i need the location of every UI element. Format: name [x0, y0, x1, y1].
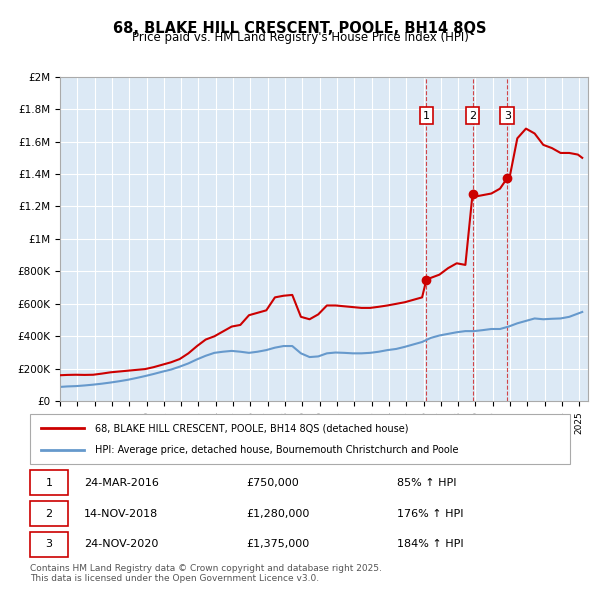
Text: Contains HM Land Registry data © Crown copyright and database right 2025.
This d: Contains HM Land Registry data © Crown c… — [30, 564, 382, 584]
Text: 176% ↑ HPI: 176% ↑ HPI — [397, 509, 464, 519]
Text: HPI: Average price, detached house, Bournemouth Christchurch and Poole: HPI: Average price, detached house, Bour… — [95, 445, 458, 455]
Text: 14-NOV-2018: 14-NOV-2018 — [84, 509, 158, 519]
Text: 2: 2 — [469, 111, 476, 120]
Text: 2: 2 — [46, 509, 52, 519]
Text: £1,375,000: £1,375,000 — [246, 539, 309, 549]
Text: 184% ↑ HPI: 184% ↑ HPI — [397, 539, 464, 549]
Bar — [30, 501, 68, 526]
Text: 1: 1 — [46, 478, 52, 488]
Text: 68, BLAKE HILL CRESCENT, POOLE, BH14 8QS (detached house): 68, BLAKE HILL CRESCENT, POOLE, BH14 8QS… — [95, 423, 409, 433]
Text: 68, BLAKE HILL CRESCENT, POOLE, BH14 8QS: 68, BLAKE HILL CRESCENT, POOLE, BH14 8QS — [113, 21, 487, 35]
Text: 3: 3 — [504, 111, 511, 120]
Text: Price paid vs. HM Land Registry's House Price Index (HPI): Price paid vs. HM Land Registry's House … — [131, 31, 469, 44]
Text: £750,000: £750,000 — [246, 478, 299, 488]
Text: 24-NOV-2020: 24-NOV-2020 — [84, 539, 158, 549]
Bar — [30, 532, 68, 556]
Text: 85% ↑ HPI: 85% ↑ HPI — [397, 478, 457, 488]
Text: 1: 1 — [423, 111, 430, 120]
Bar — [30, 470, 68, 495]
Text: 3: 3 — [46, 539, 52, 549]
Text: 24-MAR-2016: 24-MAR-2016 — [84, 478, 159, 488]
Text: £1,280,000: £1,280,000 — [246, 509, 310, 519]
